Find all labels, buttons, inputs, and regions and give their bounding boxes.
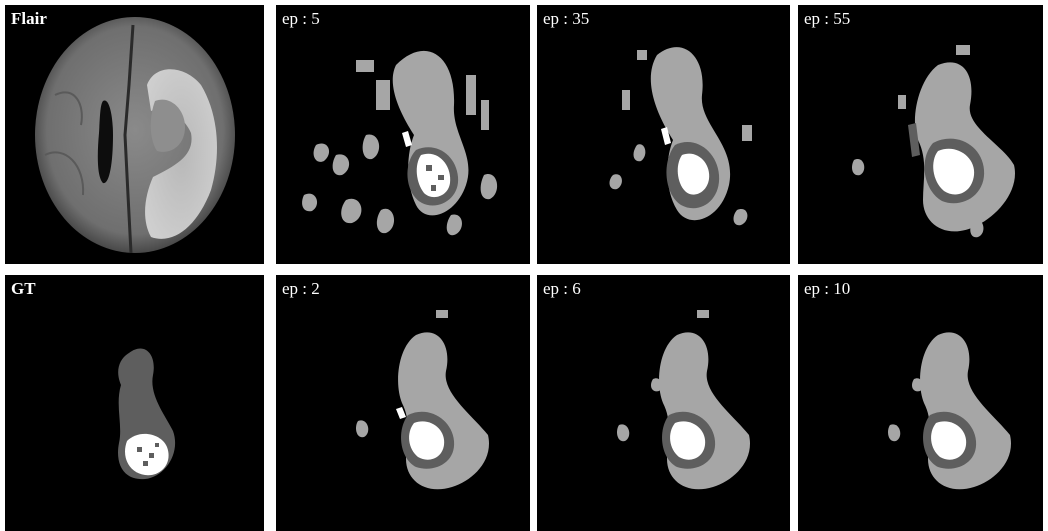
segmentation-map — [356, 310, 490, 490]
panel-label-ep10: ep : 10 — [804, 279, 851, 298]
panel-label-ep5: ep : 5 — [282, 9, 320, 28]
ground-truth-segmentation: GT — [5, 275, 264, 531]
flair-brain-scan — [35, 17, 235, 254]
segmentation-ep55-top: ep : 55 — [798, 5, 1043, 264]
segmentation-ep10-bottom: ep : 10 — [798, 275, 1043, 531]
panel-label-ep35: ep : 35 — [543, 9, 590, 28]
segmentation-ep6-bottom: ep : 6 — [537, 275, 790, 531]
segmentation-map — [852, 45, 1016, 238]
segmentation-ep2-bottom: ep : 2 — [276, 275, 530, 531]
panel-label-gt: GT — [11, 279, 36, 298]
panel-label-ep6: ep : 6 — [543, 279, 581, 298]
panel-label-ep2: ep : 2 — [282, 279, 320, 298]
segmentation-ep5-top: ep : 5 — [276, 5, 530, 264]
flair-mri-image: Flair — [5, 5, 264, 264]
segmentation-map — [118, 348, 176, 480]
segmentation-map — [888, 332, 1012, 490]
panel-label-ep55: ep : 55 — [804, 9, 851, 28]
segmentation-map — [609, 47, 752, 226]
panel-label-flair: Flair — [11, 9, 47, 28]
segmentation-map — [617, 310, 751, 490]
segmentation-ep35-top: ep : 35 — [537, 5, 790, 264]
segmentation-map — [302, 50, 498, 236]
